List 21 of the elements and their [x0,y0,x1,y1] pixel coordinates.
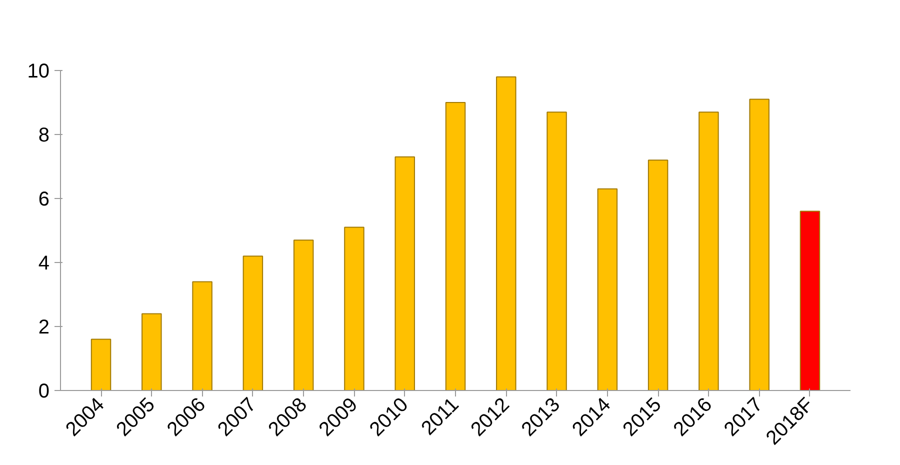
bar [749,98,770,390]
y-tick-label: 10 [27,60,50,82]
bar [445,102,466,390]
bar [344,226,364,390]
y-tick-label: 4 [38,252,50,274]
bar [142,313,162,390]
y-tick-label: 6 [38,188,50,210]
bar [242,256,264,390]
bar [546,112,567,390]
bar [496,76,516,390]
y-tick-label: 2 [38,316,50,338]
bar [800,210,820,390]
bar [597,188,618,390]
bar [648,160,668,390]
bar [293,240,314,390]
bar [90,338,112,390]
y-tick-label: 0 [38,380,50,402]
bar [192,281,212,390]
bar [394,156,415,390]
bar [698,112,719,390]
y-tick-label: 8 [38,124,50,146]
